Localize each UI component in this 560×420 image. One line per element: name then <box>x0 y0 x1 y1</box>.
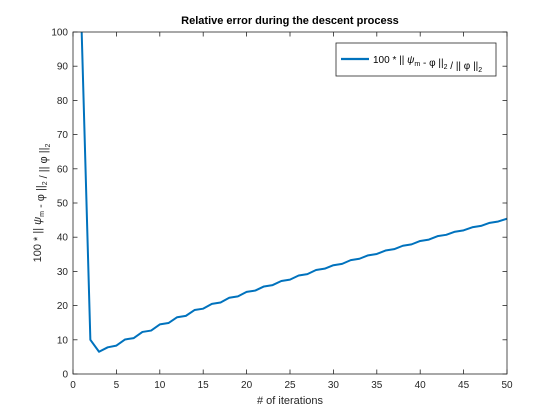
legend: 100 * || ψm - φ ||2 / || φ ||2 <box>335 42 497 77</box>
y-tick-label: 10 <box>57 335 69 346</box>
chart-title: Relative error during the descent proces… <box>181 15 399 27</box>
x-tick-label: 25 <box>284 380 296 391</box>
y-tick-label: 90 <box>57 62 69 73</box>
x-axis-label: # of iterations <box>257 395 324 407</box>
y-tick-label: 60 <box>57 164 69 175</box>
y-tick-label: 80 <box>57 96 69 107</box>
x-tick-label: 50 <box>501 380 513 391</box>
y-tick-label: 100 <box>51 28 68 39</box>
x-tick-label: 0 <box>70 380 76 391</box>
x-tick-label: 10 <box>154 380 166 391</box>
y-tick-label: 20 <box>57 301 69 312</box>
y-tick-label: 40 <box>57 233 69 244</box>
plot-area <box>73 32 507 374</box>
x-tick-label: 5 <box>114 380 120 391</box>
plot-layer: 0 5 10 15 20 25 30 35 40 45 50 0 10 20 30 40 50 60 70 80 90 1… <box>51 28 513 392</box>
y-tick-label: 50 <box>57 199 69 210</box>
x-tick-label: 15 <box>198 380 210 391</box>
y-axis-label: 100 * || ψm - φ ||2 / || φ ||2 <box>32 144 52 263</box>
legend-label: 100 * || ψm - φ ||2 / || φ ||2 <box>373 55 482 74</box>
x-tick-label: 45 <box>458 380 470 391</box>
y-tick-label: 30 <box>57 267 69 278</box>
y-tick-label: 0 <box>62 370 68 381</box>
x-tick-label: 40 <box>415 380 427 391</box>
x-tick-label: 30 <box>328 380 340 391</box>
x-tick-label: 35 <box>371 380 383 391</box>
series-line <box>80 32 507 353</box>
x-tick-label: 20 <box>241 380 253 391</box>
y-tick-label: 70 <box>57 130 69 141</box>
